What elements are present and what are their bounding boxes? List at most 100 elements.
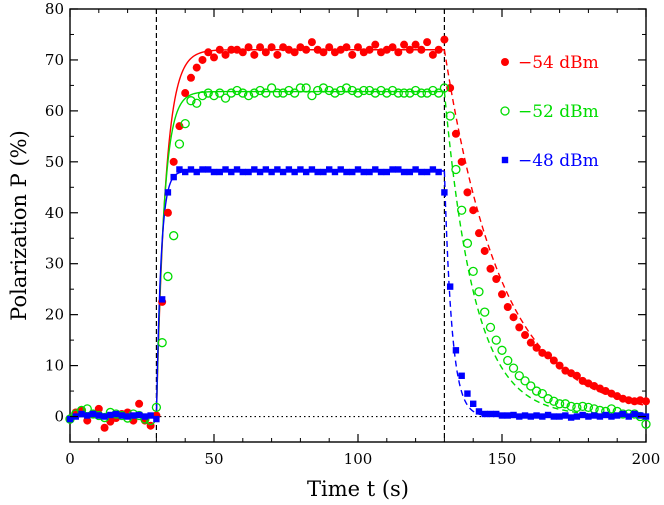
point-52-dBm-60: [410, 85, 421, 96]
x-tick-label-100: 100: [344, 450, 373, 468]
point-52-dBm-86: [560, 399, 571, 409]
point-48-dBm-59: [406, 168, 414, 176]
point-48-dBm-23: [199, 166, 206, 173]
point-48-dBm-42: [308, 166, 316, 173]
point-54-dBm-36: [273, 50, 282, 59]
point-52-dBm-65: [439, 83, 450, 93]
point-48-dBm-6: [101, 413, 108, 420]
y-tick-label-40: 40: [45, 204, 64, 222]
point-54-dBm-76: [503, 303, 512, 312]
point-52-dBm-89: [577, 401, 588, 411]
point-48-dBm-52: [366, 168, 373, 176]
point-48-dBm-64: [435, 168, 442, 176]
point-52-dBm-45: [324, 85, 334, 96]
point-52-dBm-47: [336, 85, 346, 96]
point-48-dBm-15: [153, 415, 160, 423]
point-54-dBm-75: [498, 290, 506, 299]
legend: −54 dBm −52 dBm −48 dBm: [500, 53, 599, 171]
point-52-dBm-58: [399, 88, 409, 98]
point-52-dBm-19: [174, 139, 185, 149]
point-52-dBm-18: [169, 231, 179, 241]
point-54-dBm-83: [544, 351, 553, 360]
point-52-dBm-62: [422, 88, 432, 98]
point-48-dBm-87: [567, 414, 575, 421]
point-54-dBm-21: [186, 73, 195, 82]
point-52-dBm-17: [163, 271, 173, 282]
x-tick-label-50: 50: [204, 450, 223, 468]
point-48-dBm-86: [562, 412, 569, 419]
point-48-dBm-16: [158, 296, 166, 303]
point-54-dBm-79: [521, 331, 530, 340]
point-52-dBm-30: [238, 88, 248, 98]
point-52-dBm-69: [462, 238, 473, 248]
point-54-dBm-34: [261, 48, 270, 57]
point-54-dBm-56: [388, 43, 397, 52]
point-48-dBm-56: [389, 166, 396, 173]
point-48-dBm-34: [262, 166, 270, 173]
point-48-dBm-66: [446, 283, 454, 290]
point-48-dBm-32: [251, 166, 258, 173]
point-54-dBm-68: [457, 157, 466, 166]
point-48-dBm-50: [354, 166, 362, 173]
point-48-dBm-82: [539, 413, 546, 420]
point-48-dBm-77: [510, 411, 517, 419]
point-48-dBm-55: [383, 168, 390, 176]
point-52-dBm-70: [468, 266, 478, 276]
point-48-dBm-81: [533, 412, 540, 419]
point-52-dBm-54: [376, 85, 386, 96]
y-tick-label-80: 80: [45, 0, 64, 18]
y-tick-label-10: 10: [45, 357, 64, 375]
point-48-dBm-22: [193, 168, 200, 176]
point-54-dBm-22: [192, 63, 201, 72]
point-54-dBm-59: [405, 45, 414, 54]
point-52-dBm-64: [433, 88, 444, 98]
point-48-dBm-65: [441, 189, 448, 196]
y-tick-label-30: 30: [45, 255, 64, 273]
point-48-dBm-99: [637, 412, 644, 419]
point-52-dBm-31: [243, 90, 254, 101]
point-54-dBm-6: [100, 423, 109, 432]
legend-marker-54-dBm: [501, 58, 509, 66]
point-54-dBm-67: [451, 129, 460, 138]
point-52-dBm-91: [589, 404, 599, 414]
point-48-dBm-70: [470, 400, 477, 407]
point-52-dBm-66: [445, 111, 455, 121]
point-54-dBm-53: [371, 40, 380, 49]
point-52-dBm-37: [278, 88, 288, 98]
point-52-dBm-68: [457, 205, 467, 215]
point-48-dBm-0: [66, 415, 74, 423]
point-54-dBm-17: [163, 208, 172, 217]
point-48-dBm-21: [187, 166, 195, 173]
point-48-dBm-36: [274, 166, 281, 173]
point-52-dBm-32: [249, 88, 259, 98]
point-48-dBm-94: [608, 413, 615, 420]
point-52-dBm-53: [370, 88, 380, 98]
point-48-dBm-18: [170, 173, 177, 181]
point-54-dBm-35: [267, 43, 276, 52]
point-52-dBm-40: [295, 83, 306, 93]
point-54-dBm-63: [428, 50, 437, 59]
point-52-dBm-21: [186, 96, 196, 106]
point-48-dBm-12: [135, 411, 143, 419]
point-48-dBm-80: [527, 413, 534, 420]
point-48-dBm-25: [210, 168, 218, 176]
y-tick-label-60: 60: [45, 102, 64, 120]
point-52-dBm-44: [318, 83, 329, 93]
point-48-dBm-7: [107, 411, 114, 419]
point-48-dBm-47: [337, 166, 344, 173]
point-54-dBm-78: [515, 323, 524, 332]
point-52-dBm-52: [364, 85, 375, 96]
point-52-dBm-67: [451, 164, 461, 175]
point-52-dBm-26: [215, 88, 225, 98]
point-54-dBm-32: [250, 50, 259, 59]
point-54-dBm-25: [210, 53, 218, 62]
point-52-dBm-63: [428, 85, 438, 96]
point-52-dBm-34: [261, 88, 271, 98]
point-52-dBm-41: [301, 83, 311, 93]
point-52-dBm-75: [497, 345, 507, 355]
point-48-dBm-5: [95, 412, 102, 419]
point-54-dBm-23: [198, 55, 207, 64]
point-48-dBm-45: [326, 166, 333, 173]
point-54-dBm-57: [394, 48, 403, 57]
